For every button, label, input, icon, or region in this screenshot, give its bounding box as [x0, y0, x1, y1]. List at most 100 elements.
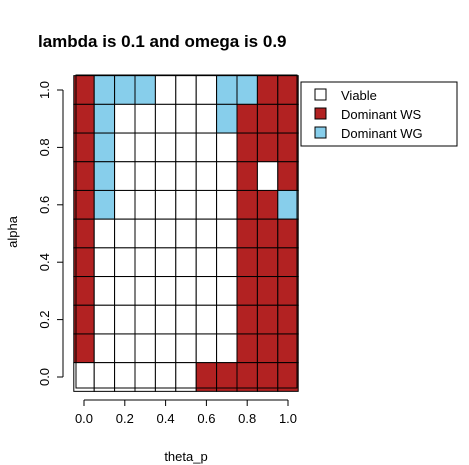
x-axis-label: theta_p — [164, 449, 207, 464]
heatmap-cell — [114, 333, 136, 364]
heatmap-cell — [277, 189, 299, 220]
heatmap-cell — [277, 247, 299, 278]
heatmap-cell — [195, 333, 218, 364]
heatmap-cell — [73, 132, 95, 163]
heatmap-cell — [236, 247, 258, 278]
heatmap-cell — [93, 75, 116, 105]
heatmap-cell — [154, 362, 177, 392]
heatmap-cell — [93, 304, 116, 335]
x-tick-label: 0.6 — [197, 411, 215, 426]
heatmap-cell — [216, 276, 238, 306]
heatmap-cell — [154, 304, 177, 335]
heatmap-cell — [134, 103, 156, 134]
heatmap-cell — [134, 304, 156, 335]
heatmap-cell — [175, 103, 197, 134]
heatmap-cell — [236, 333, 258, 364]
heatmap-cell — [93, 276, 116, 306]
heatmap-cell — [93, 189, 116, 220]
heatmap-cell — [195, 161, 218, 191]
heatmap-cell — [195, 247, 218, 278]
y-tick-label: 0.2 — [37, 311, 52, 329]
heatmap-cell — [256, 103, 279, 134]
heatmap-cell — [195, 189, 218, 220]
heatmap-cell — [216, 218, 238, 249]
heatmap-cell — [236, 304, 258, 335]
heatmap-cell — [277, 103, 299, 134]
heatmap-cell — [134, 247, 156, 278]
heatmap-cell — [93, 218, 116, 249]
x-tick-label: 0.0 — [75, 411, 93, 426]
heatmap-cell — [154, 333, 177, 364]
legend-label-dominant-ws: Dominant WS — [341, 107, 422, 122]
heatmap-cell — [216, 362, 238, 392]
legend-box — [300, 81, 458, 147]
heatmap-cell — [154, 103, 177, 134]
heatmap-cell — [73, 304, 95, 335]
y-axis: 0.0 0.2 0.4 0.6 0.8 1.0 — [37, 81, 64, 386]
heatmap-cell — [114, 304, 136, 335]
heatmap-cell — [256, 304, 279, 335]
heatmap-cell — [195, 75, 218, 105]
legend-swatch-viable — [314, 88, 327, 101]
heatmap-cell — [175, 218, 197, 249]
heatmap-cell — [216, 161, 238, 191]
x-tick-label: 0.8 — [238, 411, 256, 426]
heatmap-cell — [216, 333, 238, 364]
x-tick-label: 0.4 — [157, 411, 175, 426]
legend-swatch-dominant-wg — [314, 126, 327, 139]
heatmap-cell — [277, 132, 299, 163]
heatmap-cell — [73, 103, 95, 134]
legend-label-dominant-wg: Dominant WG — [341, 126, 423, 141]
heatmap-cell — [114, 132, 136, 163]
heatmap-cell — [195, 103, 218, 134]
heatmap-cell — [175, 247, 197, 278]
heatmap-cell — [236, 362, 258, 392]
heatmap-cell — [73, 218, 95, 249]
heatmap-cell — [114, 218, 136, 249]
heatmap-cell — [256, 161, 279, 191]
x-tick-label: 1.0 — [279, 411, 297, 426]
heatmap-cell — [175, 333, 197, 364]
heatmap-cell — [114, 189, 136, 220]
heatmap-cell — [73, 276, 95, 306]
heatmap-cell — [134, 218, 156, 249]
y-tick-label: 0.6 — [37, 196, 52, 214]
heatmap-cell — [154, 132, 177, 163]
heatmap-cell — [216, 132, 238, 163]
y-tick-label: 0.8 — [37, 138, 52, 156]
legend-swatch-dominant-ws — [314, 107, 327, 120]
heatmap-cell — [216, 189, 238, 220]
heatmap-cell — [256, 276, 279, 306]
x-axis: 0.0 0.2 0.4 0.6 0.8 1.0 — [75, 399, 297, 426]
heatmap-cell — [73, 247, 95, 278]
heatmap-cell — [73, 161, 95, 191]
heatmap-cell — [256, 189, 279, 220]
heatmap-cell — [236, 161, 258, 191]
heatmap-cell — [236, 75, 258, 105]
chart-title: lambda is 0.1 and omega is 0.9 — [38, 32, 287, 51]
heatmap-cell — [114, 247, 136, 278]
y-tick-label: 0.4 — [37, 253, 52, 271]
plot-frame — [75, 74, 298, 389]
heatmap-cell — [256, 333, 279, 364]
heatmap-cell — [93, 333, 116, 364]
heatmap-cell — [134, 333, 156, 364]
y-tick-label: 0.0 — [37, 368, 52, 386]
heatmap-cell — [236, 132, 258, 163]
heatmap-cell — [256, 362, 279, 392]
heatmap-cell — [195, 132, 218, 163]
heatmap-cell — [93, 161, 116, 191]
x-tick-label: 0.2 — [116, 411, 134, 426]
heatmap-cell — [175, 304, 197, 335]
heatmap-cell — [236, 189, 258, 220]
heatmap-cell — [277, 75, 299, 105]
heatmap-cell — [195, 276, 218, 306]
heatmap-cell — [154, 247, 177, 278]
heatmap-cell — [195, 218, 218, 249]
heatmap-cell — [134, 362, 156, 392]
heatmap-cell — [114, 276, 136, 306]
heatmap-cell — [256, 75, 279, 105]
heatmap-cell — [93, 362, 116, 392]
heatmap-cell — [114, 362, 136, 392]
heatmap-cells — [73, 75, 299, 392]
